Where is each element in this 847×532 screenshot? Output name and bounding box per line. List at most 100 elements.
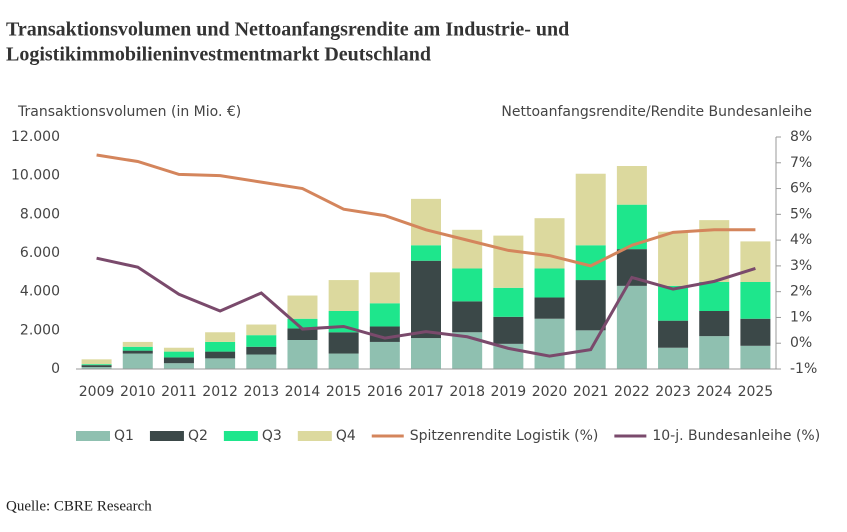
line-series [96,256,756,358]
bar-segment [534,318,565,369]
source: Quelle: CBRE Research [6,498,152,514]
y-tick-label: 4.000 [20,284,60,300]
bar-segment [740,241,771,282]
y-tick-label: 12.000 [11,129,60,145]
bar-segment [205,332,236,342]
x-tick-label: 2012 [202,384,238,400]
y2-tick-label: -1% [790,361,817,377]
bar-segment [534,297,565,319]
y2-tick-label: 7% [790,155,812,171]
y2-tick-label: 2% [790,284,812,300]
bar-segment [575,280,606,331]
bar-segment [328,353,359,369]
bar-segment [534,218,565,269]
bar-segment [205,341,236,352]
legend-swatch [297,431,332,441]
bar-segment [81,364,112,366]
bar-segment [287,340,318,369]
y2-tick-label: 8% [790,129,812,145]
bar-segment [287,328,318,340]
bar-segment [493,316,524,344]
legend-label: Q2 [188,428,208,444]
x-tick-label: 2023 [655,384,691,400]
x-tick-label: 2017 [408,384,444,400]
y-tick-label: 8.000 [20,206,60,222]
bar-segment [452,268,483,302]
x-tick-label: 2018 [449,384,485,400]
bar-segment [658,285,689,321]
x-tick-label: 2013 [243,384,279,400]
y2-tick-label: 4% [790,232,812,248]
bar-segment [81,359,112,365]
bar-segment [81,365,112,368]
x-tick-label: 2014 [285,384,321,400]
bar-segment [699,282,730,311]
bar-segment [493,235,524,288]
y2-tick-label: 3% [790,258,812,274]
y-tick-label: 10.000 [11,168,60,184]
bar-segment [369,272,400,304]
legend-label: 10-j. Bundesanleihe (%) [652,428,820,444]
y-tick-label: 6.000 [20,245,60,261]
bar-segment [369,341,400,369]
bar-segment [205,351,236,359]
bar-segment [328,332,359,354]
bar-segment [493,287,524,317]
bar-segment [122,353,153,369]
bar-segment [616,166,647,205]
bar-segment [452,301,483,333]
bar-segment [246,335,277,347]
bar-segment [575,173,606,246]
bar-segment [122,346,153,351]
x-tick-label: 2022 [614,384,650,400]
bar-segment [163,351,194,358]
bar-segment [287,318,318,329]
bar-segment [658,347,689,369]
y2-tick-label: 0% [790,335,812,351]
line-series [96,153,756,268]
bar-segment [246,346,277,355]
bar-segment [616,285,647,369]
x-tick-label: 2016 [367,384,403,400]
bar-segment [740,345,771,369]
bar-segment [411,338,441,369]
bar-segment [246,354,277,369]
bar-segment [163,363,194,369]
legend-swatch [76,431,110,441]
y2-tick-label: 6% [790,181,812,197]
bar-segment [122,341,153,347]
bar-segment [246,324,277,336]
x-tick-label: 2019 [491,384,527,400]
bar-segment [740,282,771,319]
bar-segment [699,311,730,337]
bar-segment [163,357,194,364]
bar-segment [205,358,236,369]
bar-segment [534,268,565,298]
chart-title: Logistikimmobilieninvestmentmarkt Deutsc… [6,44,431,66]
chart-title: Transaktionsvolumen und Nettoanfangsrend… [6,19,569,41]
x-tick-label: 2010 [120,384,156,400]
legend-swatch [223,431,258,441]
bar-segment [658,231,689,286]
bar-segment [740,318,771,346]
bar-segment [287,295,318,319]
y-tick-label: 2.000 [20,322,60,338]
bar-segment [699,336,730,369]
bar-segment [81,367,112,369]
bar-segment [328,280,359,311]
legend-label: Q4 [336,428,356,444]
x-tick-label: 2024 [696,384,732,400]
x-tick-label: 2025 [738,384,774,400]
bar-segment [122,350,153,354]
bar-segment [411,245,441,261]
bar-segment [369,303,400,327]
bar-segment [411,260,441,339]
x-tick-label: 2020 [532,384,568,400]
bar-segment [411,198,441,246]
x-tick-label: 2015 [326,384,362,400]
x-tick-label: 2009 [79,384,115,400]
y-tick-label: 0 [51,361,60,377]
legend-label: Q3 [262,428,282,444]
y-axis-label: Transaktionsvolumen (in Mio. €) [17,104,241,120]
